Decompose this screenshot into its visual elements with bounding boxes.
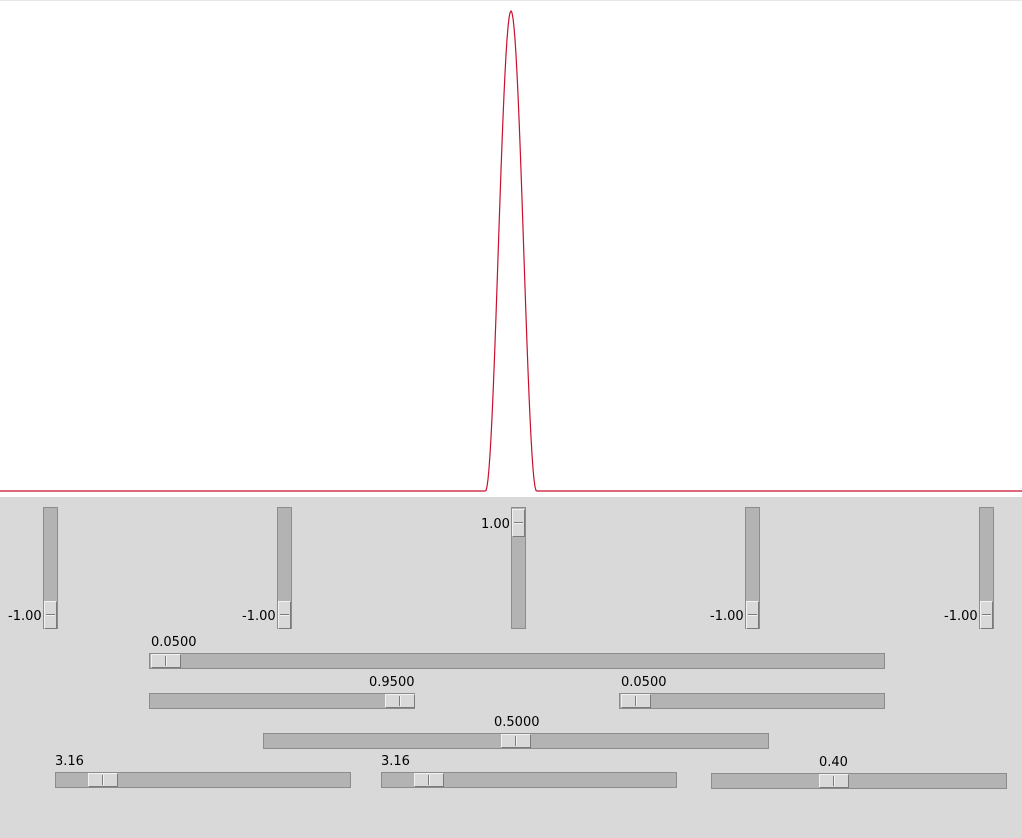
hslider-row4-right-value: 0.40 xyxy=(819,755,848,770)
hslider-row4-middle-trough[interactable] xyxy=(381,772,677,788)
hslider-row3-trough[interactable] xyxy=(263,733,769,749)
hslider-row4-left-trough[interactable] xyxy=(55,772,351,788)
hslider-row2-right-thumb[interactable] xyxy=(621,694,651,708)
vslider-1-trough[interactable] xyxy=(43,507,58,629)
vslider-2-thumb[interactable] xyxy=(278,601,291,629)
vslider-4-trough[interactable] xyxy=(745,507,760,629)
hslider-row1-thumb[interactable] xyxy=(151,654,181,668)
hslider-row4-right-thumb[interactable] xyxy=(819,774,849,788)
vslider-4-thumb[interactable] xyxy=(746,601,759,629)
hslider-row1-trough[interactable] xyxy=(149,653,885,669)
vslider-3-thumb[interactable] xyxy=(512,509,525,537)
vslider-3-trough[interactable] xyxy=(511,507,526,629)
plot-canvas xyxy=(0,0,1022,497)
vslider-4-value: -1.00 xyxy=(710,609,744,624)
hslider-row1-value: 0.0500 xyxy=(151,635,197,650)
vslider-1-value: -1.00 xyxy=(8,609,42,624)
hslider-row2-left-value: 0.9500 xyxy=(369,675,415,690)
hslider-row4-left-value: 3.16 xyxy=(55,754,84,769)
vslider-2-value: -1.00 xyxy=(242,609,276,624)
hslider-row4-middle-value: 3.16 xyxy=(381,754,410,769)
hslider-row2-right-trough[interactable] xyxy=(619,693,885,709)
hslider-row3-thumb[interactable] xyxy=(501,734,531,748)
hslider-row3-value: 0.5000 xyxy=(494,715,540,730)
vslider-5-thumb[interactable] xyxy=(980,601,993,629)
vslider-3-value: 1.00 xyxy=(481,517,510,532)
hslider-row2-left-thumb[interactable] xyxy=(385,694,415,708)
hslider-row2-right-value: 0.0500 xyxy=(621,675,667,690)
hslider-row4-left-thumb[interactable] xyxy=(88,773,118,787)
plot-svg xyxy=(0,9,1022,492)
hslider-row4-right-trough[interactable] xyxy=(711,773,1007,789)
vslider-5-trough[interactable] xyxy=(979,507,994,629)
vslider-2-trough[interactable] xyxy=(277,507,292,629)
vslider-5-value: -1.00 xyxy=(944,609,978,624)
hslider-row2-left-trough[interactable] xyxy=(149,693,415,709)
vslider-1-thumb[interactable] xyxy=(44,601,57,629)
plot-curve xyxy=(0,9,1022,492)
hslider-row4-middle-thumb[interactable] xyxy=(414,773,444,787)
